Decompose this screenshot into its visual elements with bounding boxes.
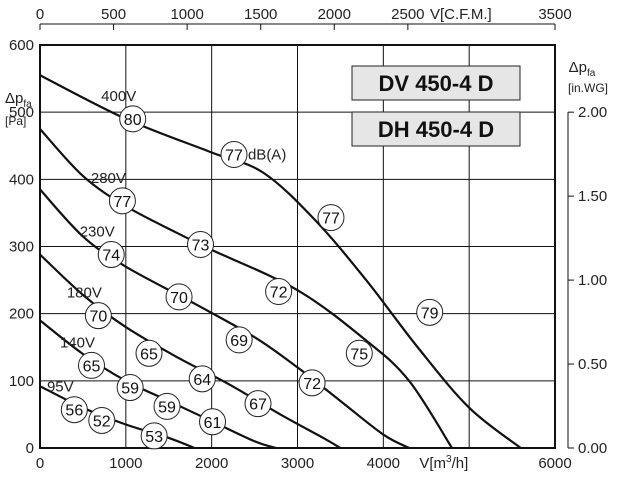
y-axis-unit: [Pa]: [5, 114, 26, 128]
sound-level-marker: [140, 422, 168, 450]
right-tick-label: 0.50: [578, 356, 607, 373]
sound-level-marker: [345, 339, 373, 367]
x-tick-label: 6000: [538, 455, 571, 472]
right-axis-unit: [in.WG]: [568, 81, 608, 95]
sound-level-marker: [84, 302, 112, 330]
sound-level-marker: [225, 326, 253, 354]
model-box: [351, 111, 521, 147]
sound-level-value: 67: [249, 397, 267, 414]
sound-level-value: 72: [270, 285, 288, 302]
sound-level-value: 77: [225, 147, 243, 164]
sound-level-value: 65: [140, 346, 158, 363]
sound-level-marker: [165, 283, 193, 311]
sound-level-value: 56: [65, 403, 83, 420]
sound-level-marker: [60, 396, 88, 424]
sound-level-value: 77: [322, 211, 340, 228]
x-tick-label: 1000: [109, 455, 142, 472]
sound-level-marker: [317, 204, 345, 232]
sound-level-markers: 80 77 77 79 77 73 72 75 74 70 69 72 70 65 64 67 65 59 59 61…: [60, 105, 444, 450]
y-axis-label: Δpfa: [5, 90, 32, 110]
right-tick-label: 1.50: [578, 188, 607, 205]
x-axis-label: V[m3/h]: [419, 454, 468, 472]
sound-level-marker: [97, 241, 125, 269]
x-tick-label: 2000: [195, 455, 228, 472]
y-tick-label: 600: [9, 37, 34, 54]
sound-level-value: 53: [145, 429, 163, 446]
sound-level-marker: [298, 369, 326, 397]
y-tick-label: 500: [9, 104, 34, 121]
sound-level-marker: [153, 392, 181, 420]
db-unit-label: dB(A): [248, 146, 286, 163]
y-tick-label: 200: [9, 306, 34, 323]
sound-level-value: 69: [230, 333, 248, 350]
top-tick-label: 3500: [538, 6, 571, 23]
x-tick-label: 4000: [367, 455, 400, 472]
sound-level-marker: [416, 298, 444, 326]
top-tick-label: 2000: [318, 6, 351, 23]
sound-level-marker: [188, 365, 216, 393]
top-tick-label: 500: [101, 6, 126, 23]
y-tick-label: 0: [26, 440, 34, 457]
top-axis-label: V[C.F.M.]: [430, 6, 492, 23]
sound-level-marker: [108, 187, 136, 215]
sound-level-value: 64: [193, 372, 211, 389]
top-tick-label: 0: [36, 6, 44, 23]
sound-level-marker: [244, 390, 272, 418]
y-tick-label: 400: [9, 171, 34, 188]
sound-level-value: 75: [350, 346, 368, 363]
right-tick-label: 2.00: [578, 104, 607, 121]
sound-level-marker: [265, 278, 293, 306]
model-boxes: DV 450-4 D DH 450-4 D: [351, 65, 521, 147]
sound-level-value: 73: [192, 237, 210, 254]
voltage-label: 400V: [101, 88, 136, 105]
y-tick-label: 100: [9, 373, 34, 390]
sound-level-value: 80: [124, 112, 142, 129]
sound-level-marker: [116, 374, 144, 402]
sound-level-value: 65: [83, 358, 101, 375]
model-box: [351, 65, 521, 101]
sound-level-value: 77: [114, 194, 132, 211]
sound-level-value: 59: [158, 399, 176, 416]
curve-230v: [39, 188, 410, 449]
right-axis-label: Δpfa: [569, 59, 596, 79]
curve-280v: [39, 128, 453, 449]
voltage-label: 280V: [91, 170, 126, 187]
plot-frame: [39, 44, 556, 449]
sound-level-marker: [88, 406, 116, 434]
model-name: DH 450-4 D: [378, 117, 494, 142]
right-tick-label: 1.00: [578, 272, 607, 289]
voltage-label: 140V: [60, 334, 95, 351]
model-name: DV 450-4 D: [379, 71, 494, 96]
sound-level-value: 74: [102, 248, 120, 265]
x-tick-label: 3000: [281, 455, 314, 472]
sound-level-value: 72: [303, 376, 321, 393]
sound-level-value: 61: [204, 415, 222, 432]
sound-level-marker: [135, 339, 163, 367]
sound-level-marker: [220, 140, 248, 168]
sound-level-value: 70: [89, 309, 107, 326]
sound-level-marker: [78, 351, 105, 379]
voltage-label: 230V: [80, 224, 115, 241]
sound-level-marker: [187, 230, 215, 258]
sound-level-marker: [119, 105, 147, 133]
y-tick-label: 300: [9, 239, 34, 256]
x-tick-label: 0: [36, 455, 44, 472]
sound-level-value: 79: [421, 305, 439, 322]
right-tick-label: 0.00: [578, 440, 607, 457]
top-tick-label: 1000: [170, 6, 203, 23]
sound-level-value: 70: [170, 290, 188, 307]
sound-level-marker: [199, 408, 227, 436]
sound-level-value: 59: [121, 381, 139, 398]
sound-level-value: 52: [93, 413, 111, 430]
voltage-label: 95V: [47, 379, 74, 396]
top-tick-label: 2500: [391, 6, 424, 23]
top-tick-label: 1500: [244, 6, 277, 23]
series-labels: 400V 280V 230V 180V 140V 95V dB(A): [47, 88, 286, 396]
voltage-label: 180V: [67, 285, 102, 302]
